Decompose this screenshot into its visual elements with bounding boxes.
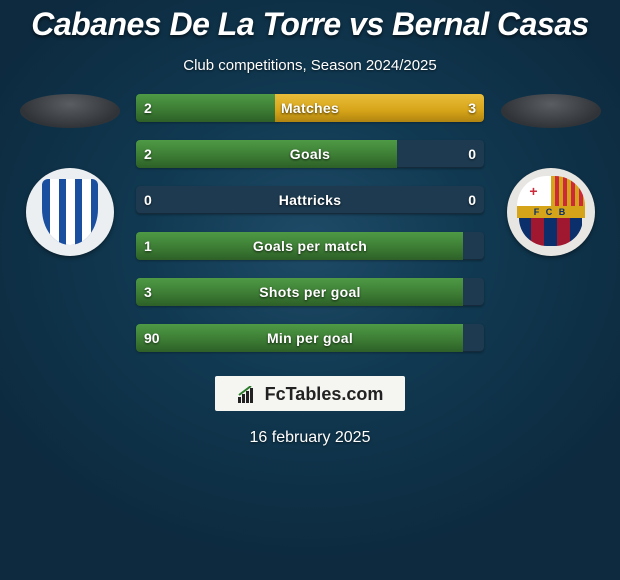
stat-bar: 3Shots per goal — [136, 278, 484, 306]
bar-label: Shots per goal — [136, 278, 484, 306]
fctables-logo: FcTables.com — [215, 376, 406, 411]
stat-bar: 23Matches — [136, 94, 484, 122]
stat-bar: 00Hattricks — [136, 186, 484, 214]
bar-label: Hattricks — [136, 186, 484, 214]
bar-label: Min per goal — [136, 324, 484, 352]
date-label: 16 february 2025 — [250, 429, 371, 447]
club-crest-left — [26, 168, 114, 256]
bar-label: Goals — [136, 140, 484, 168]
subtitle: Club competitions, Season 2024/2025 — [183, 57, 437, 74]
left-side-column — [17, 94, 122, 256]
stat-bar: 20Goals — [136, 140, 484, 168]
club-crest-right: + F C B — [507, 168, 595, 256]
bar-label: Goals per match — [136, 232, 484, 260]
page-title: Cabanes De La Torre vs Bernal Casas — [31, 6, 589, 43]
stat-bar: 1Goals per match — [136, 232, 484, 260]
bar-chart-icon — [237, 386, 259, 404]
bar-label: Matches — [136, 94, 484, 122]
stat-bars: 23Matches 20Goals 00Hattricks 1Goals per ma… — [136, 94, 484, 352]
player-photo-left-placeholder — [20, 94, 120, 128]
right-side-column: + F C B — [498, 94, 603, 256]
player-photo-right-placeholder — [501, 94, 601, 128]
content-wrap: Cabanes De La Torre vs Bernal Casas Club… — [0, 0, 620, 580]
main-row: 23Matches 20Goals 00Hattricks 1Goals per ma… — [0, 94, 620, 352]
stat-bar: 90Min per goal — [136, 324, 484, 352]
fctables-logo-text: FcTables.com — [265, 384, 384, 405]
